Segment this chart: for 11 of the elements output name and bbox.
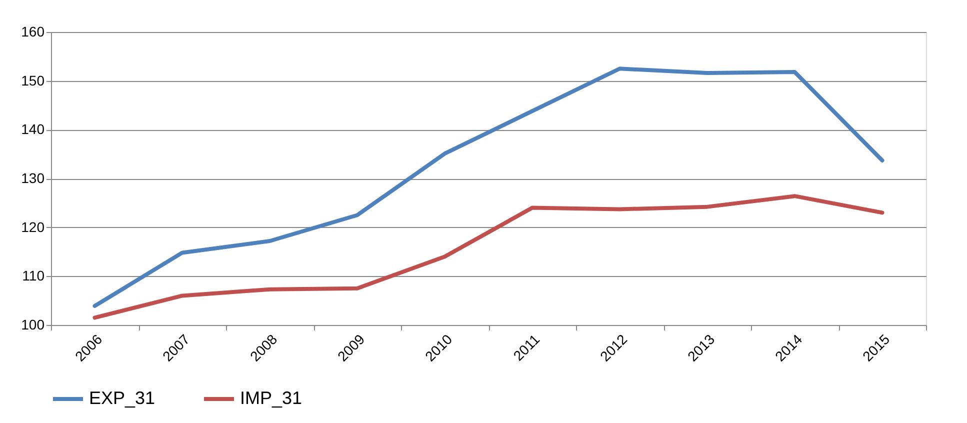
legend-label: EXP_31 (89, 388, 156, 408)
y-tick-label: 150 (21, 72, 45, 88)
y-tick-label: 120 (21, 218, 45, 235)
y-tick-label: 130 (21, 170, 45, 186)
line-series (92, 66, 884, 308)
y-tick-label: 100 (21, 316, 45, 332)
line-series (92, 194, 884, 320)
legend-label: IMP_31 (240, 388, 302, 408)
y-tick-label: 140 (21, 121, 45, 138)
y-tick-label: 160 (21, 24, 45, 40)
y-tick-label: 110 (22, 268, 45, 284)
